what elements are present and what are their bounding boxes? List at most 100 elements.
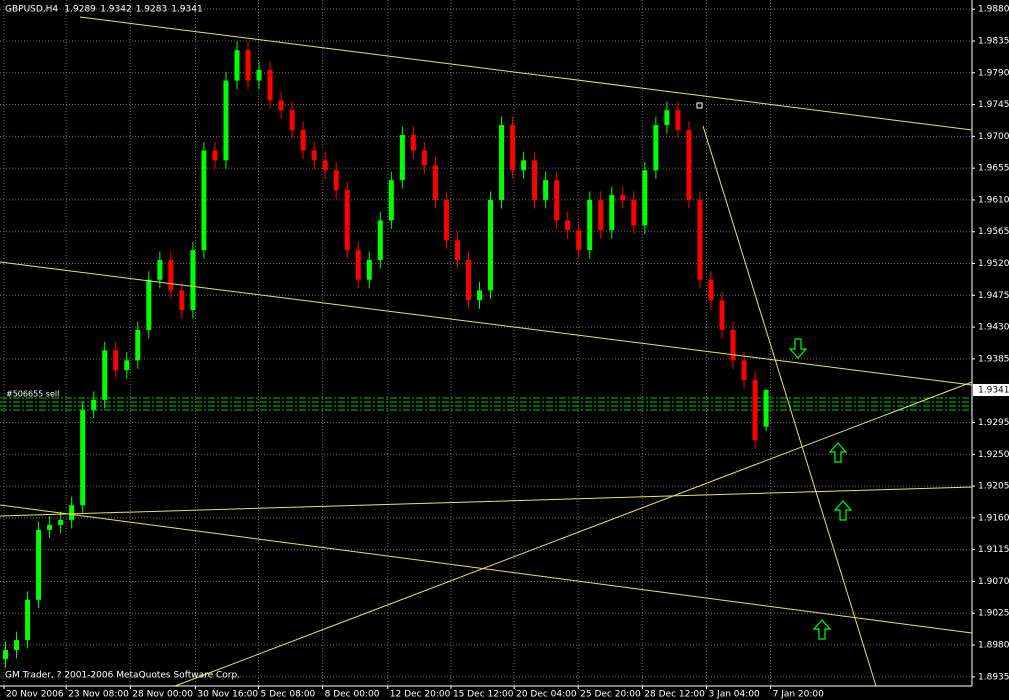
candle-body (234, 50, 240, 81)
y-tick-label: 1.9205 (978, 482, 1009, 492)
y-tick-label: 1.9070 (978, 577, 1009, 587)
candle-body (388, 180, 394, 221)
y-tick-label: 1.9610 (978, 195, 1009, 205)
x-tick-label: 8 Dec 00:00 (325, 690, 380, 700)
candle-body (322, 160, 328, 171)
candle-body (300, 129, 306, 151)
candle-body (653, 125, 659, 171)
candle (719, 291, 725, 339)
trend-line (702, 125, 877, 687)
candle-body (554, 180, 560, 221)
symbol: GBPUSD,H4 (5, 5, 58, 15)
footer: GM Trader, ? 2001-2006 MetaQuotes Softwa… (5, 671, 240, 681)
y-tick-label: 1.9565 (978, 227, 1009, 237)
candle-body (212, 150, 218, 161)
candle (664, 101, 670, 134)
x-tick-label: 7 Jan 20:00 (773, 690, 825, 700)
candle (102, 341, 108, 409)
candle (124, 351, 130, 379)
candle-body (476, 290, 482, 301)
candle-body (454, 240, 460, 260)
candle-body (432, 165, 438, 200)
candle (113, 341, 119, 379)
y-tick-label: 1.9430 (978, 323, 1009, 333)
order-label: #506655 sell (6, 390, 59, 399)
candle (344, 181, 350, 259)
candle-body (91, 399, 97, 410)
candle-body (598, 199, 604, 231)
candle-body (620, 194, 626, 200)
y-tick-label: 1.9250 (978, 450, 1009, 460)
candle (366, 251, 372, 289)
candle-body (344, 190, 350, 251)
x-tick-label: 23 Nov 08:00 (68, 690, 129, 700)
y-tick-label: 1.8935 (978, 672, 1009, 682)
candle (69, 496, 75, 529)
candle-body (543, 180, 549, 200)
y-tick-label: 1.9880 (978, 5, 1009, 15)
candle (311, 142, 317, 169)
candle (653, 116, 659, 179)
candle (168, 251, 174, 299)
candle-body (135, 329, 141, 361)
x-tick-label: 25 Dec 20:00 (580, 690, 641, 700)
trend-line (0, 486, 973, 517)
candle-body (465, 259, 471, 301)
candle-body (421, 150, 427, 166)
y-tick-label: 1.9475 (978, 291, 1009, 301)
candle (465, 251, 471, 309)
candle (377, 211, 383, 269)
candle (532, 151, 538, 209)
candle-body (311, 150, 317, 161)
x-tick-label: 28 Nov 00:00 (132, 690, 193, 700)
candle-body (267, 69, 273, 101)
candle-body (719, 300, 725, 330)
candle (3, 641, 9, 668)
candle-body (190, 250, 196, 311)
x-tick-label: 30 Nov 16:00 (197, 690, 258, 700)
y-tick-label: 1.9115 (978, 545, 1009, 555)
candle-body (488, 199, 494, 291)
candle-body (14, 640, 20, 650)
candle (190, 241, 196, 319)
candle (576, 221, 582, 259)
x-tick-label: 12 Dec 20:00 (390, 690, 451, 700)
trend-lines (0, 16, 973, 687)
order-lines (0, 397, 972, 411)
candle-body (58, 519, 64, 525)
y-tick-label: 1.9700 (978, 132, 1009, 142)
candle (223, 72, 229, 169)
candle (212, 142, 218, 169)
candle-body (168, 259, 174, 291)
candle-body (179, 290, 185, 311)
candle (752, 371, 758, 449)
candle (609, 186, 615, 239)
candle (454, 231, 460, 269)
header-close: 1.9341 (171, 5, 203, 15)
candle-body (664, 110, 670, 126)
candle (135, 321, 141, 369)
axes: 1.9880 1.9835 1.9790 1.9745 1.9700 1.9655 1.96… (3, 5, 1009, 700)
sell-arrow (788, 338, 808, 359)
header-open: 1.9289 (64, 5, 96, 15)
candle (399, 126, 405, 189)
candle (47, 516, 53, 539)
header-high: 1.9342 (100, 5, 132, 15)
candle (499, 116, 505, 209)
candle (146, 271, 152, 339)
candle-body (223, 80, 229, 161)
candle-body (201, 150, 207, 251)
candle-body (278, 100, 284, 111)
candle-body (245, 50, 251, 81)
candle (333, 161, 339, 199)
candle-body (730, 329, 736, 361)
candle-body (708, 279, 714, 301)
candle (432, 156, 438, 209)
candle (510, 116, 516, 179)
candle-body (499, 125, 505, 200)
candle (521, 151, 527, 179)
candle-body (510, 125, 516, 171)
candle (476, 281, 482, 309)
candle-body (576, 230, 582, 251)
